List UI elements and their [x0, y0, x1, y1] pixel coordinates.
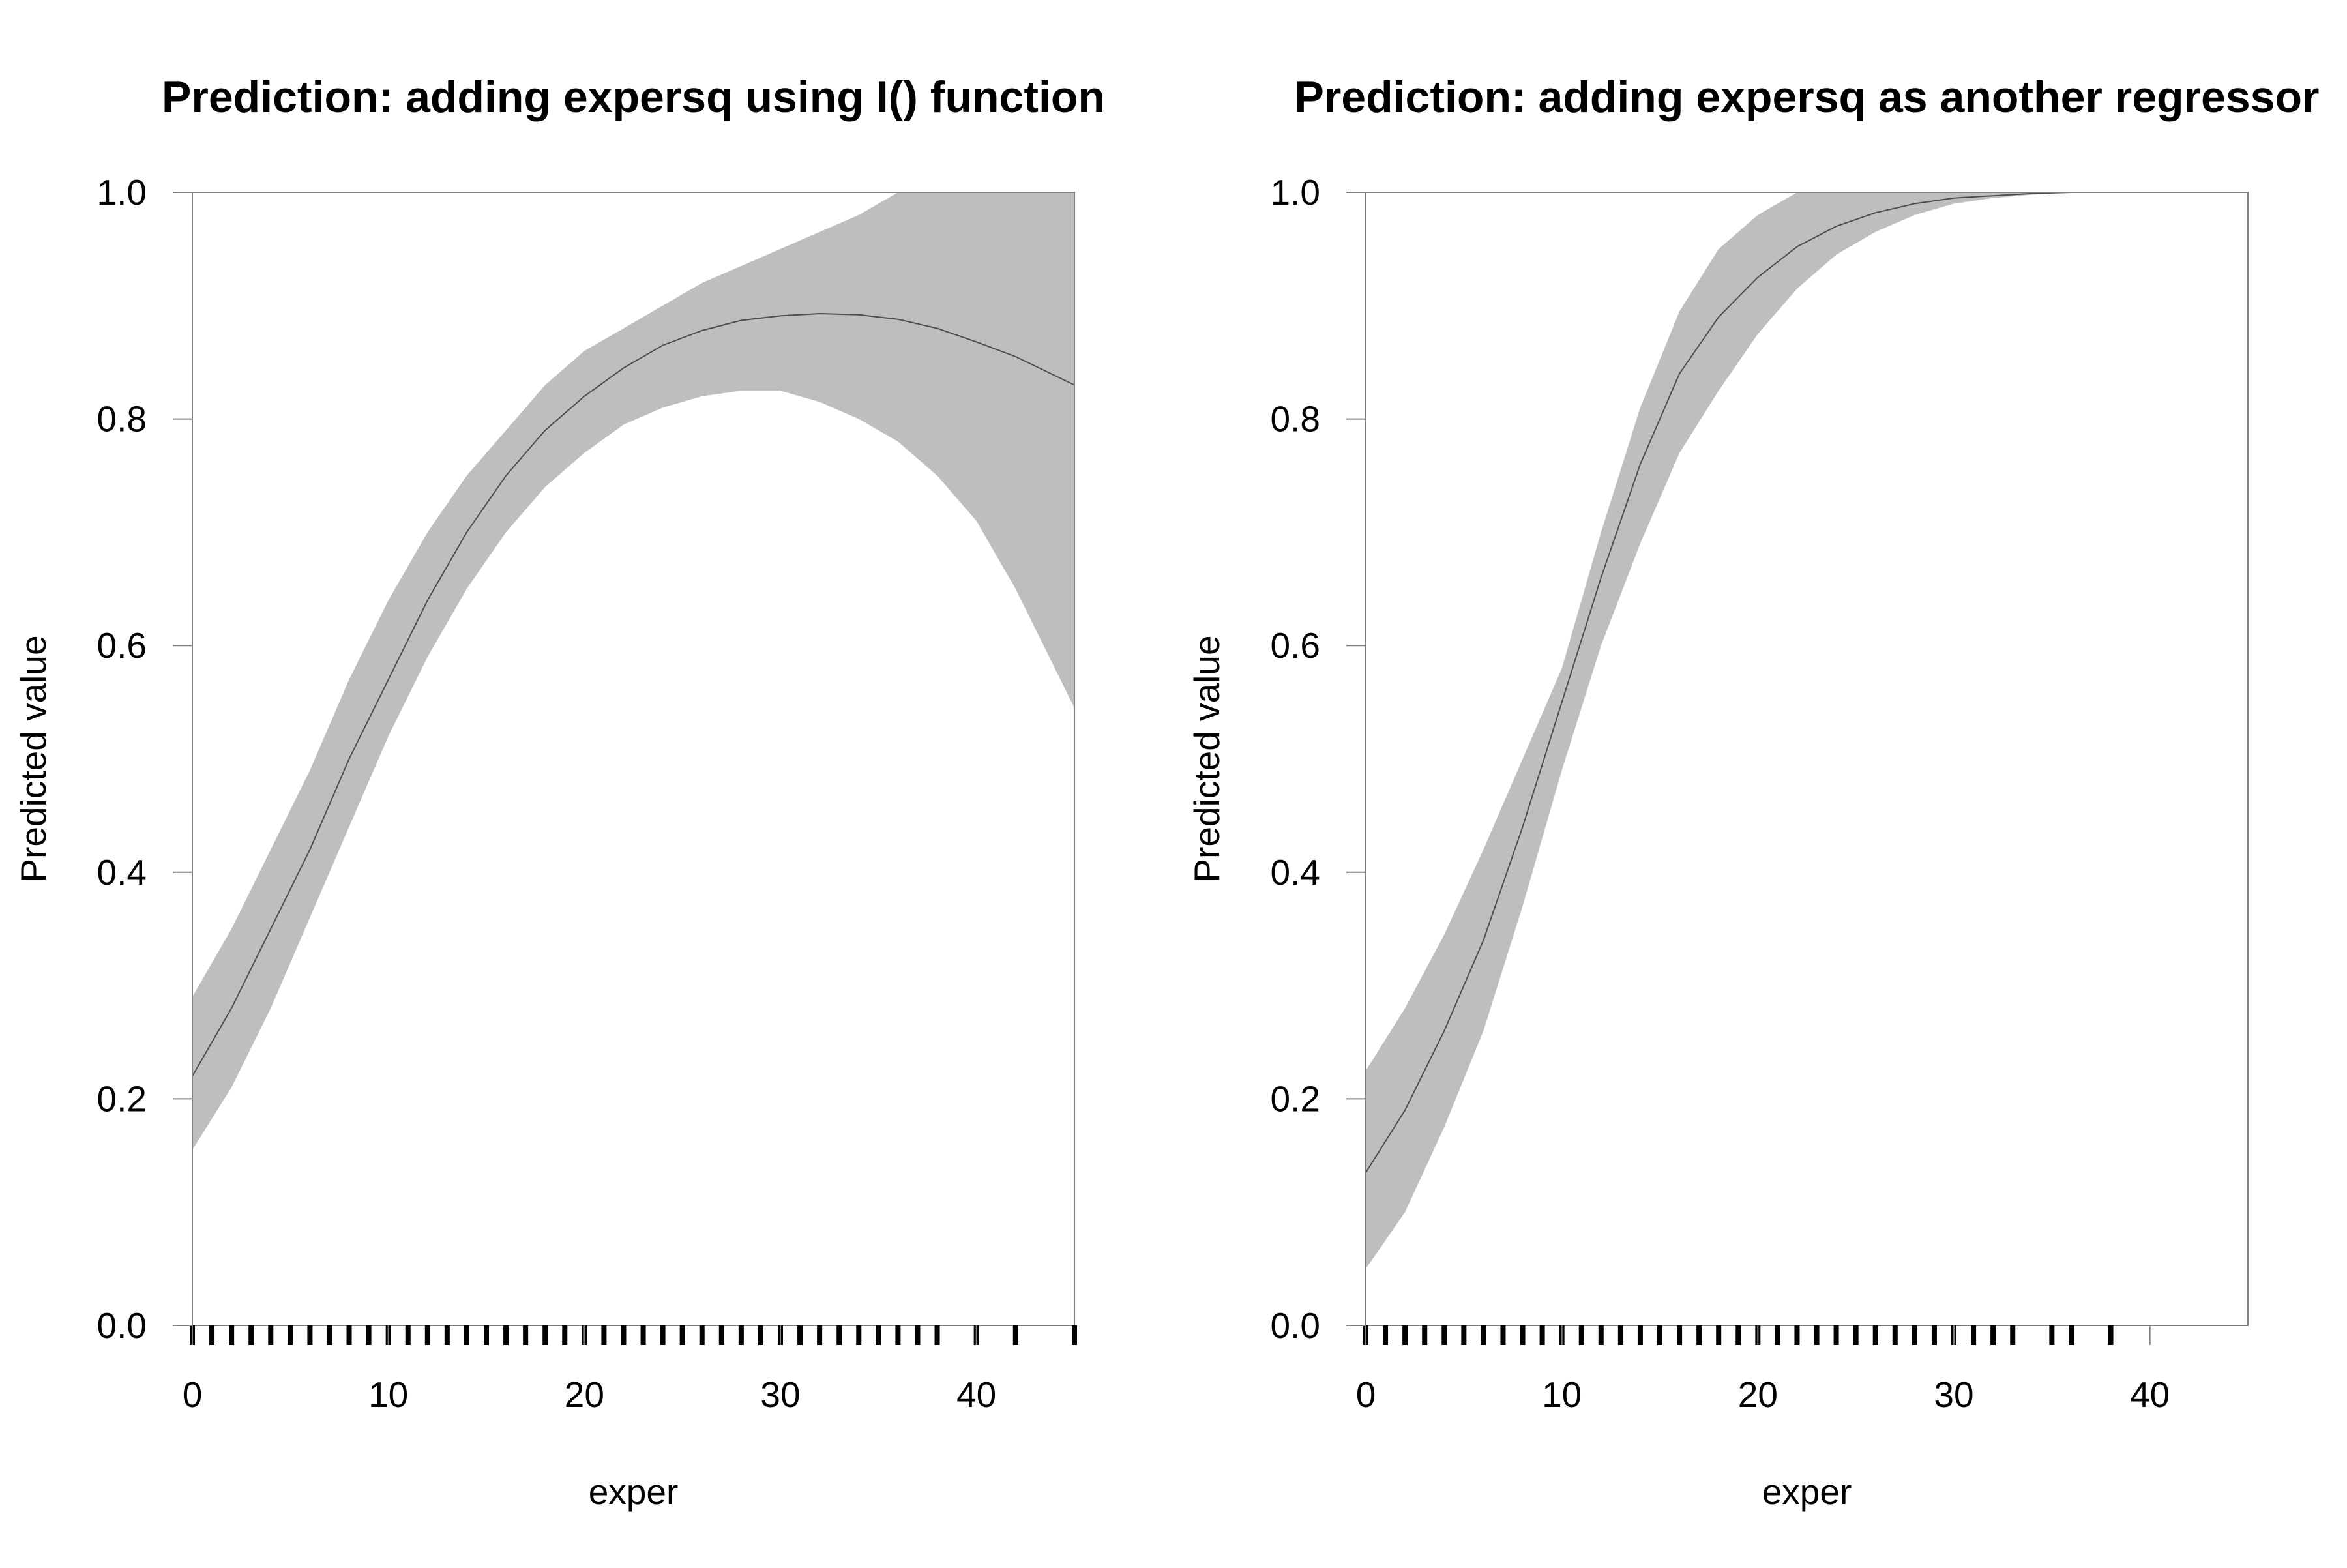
- fitted-line: [192, 312, 1075, 1077]
- y-tick-label: 0.0: [97, 1305, 147, 1346]
- y-tick-label: 0.2: [1271, 1078, 1320, 1119]
- y-tick-label: 0.8: [1271, 399, 1320, 439]
- y-tick-label: 1.0: [1271, 172, 1320, 213]
- x-tick-label: 20: [565, 1374, 604, 1415]
- confidence-band: [192, 192, 1074, 1150]
- y-tick-label: 0.0: [1271, 1305, 1320, 1346]
- x-tick-label: 30: [1934, 1374, 1973, 1415]
- chart-title: Prediction: adding expersq using I() fun…: [162, 72, 1105, 122]
- y-axis-label: Predicted value: [1187, 635, 1227, 882]
- plot-frame: [192, 192, 1075, 1326]
- confidence-band: [1366, 192, 2091, 1269]
- y-tick-label: 0.6: [97, 625, 147, 666]
- y-tick-label: 0.4: [97, 852, 147, 893]
- chart-title: Prediction: adding expersq as another re…: [1294, 72, 2319, 122]
- chart-panel-1: 0 10 20 30 40 0.0 0.2 0.4 0.6 0.8 1.0 Prediction: a…: [13, 72, 1105, 1512]
- x-tick-label: 30: [760, 1374, 800, 1415]
- x-tick-label: 40: [2130, 1374, 2170, 1415]
- plot-frame: [1365, 192, 2249, 1326]
- y-tick-label: 0.4: [1271, 852, 1320, 893]
- x-tick-label: 10: [1542, 1374, 1582, 1415]
- chart-panel-2: 0 10 20 30 40 0.0 0.2 0.4 0.6 0.8 1.0 Prediction: a…: [1187, 72, 2320, 1512]
- x-axis-label: exper: [1762, 1472, 1852, 1512]
- y-tick-label: 0.8: [97, 399, 147, 439]
- x-tick-label: 0: [183, 1374, 203, 1415]
- x-tick-label: 0: [1356, 1374, 1376, 1415]
- x-tick-label: 20: [1738, 1374, 1778, 1415]
- fitted-line: [1365, 192, 2091, 1173]
- x-tick-label: 40: [956, 1374, 996, 1415]
- x-tick-label: 10: [368, 1374, 408, 1415]
- y-axis-label: Predicted value: [13, 635, 53, 882]
- x-axis-label: exper: [589, 1472, 679, 1512]
- y-tick-label: 1.0: [97, 172, 147, 213]
- y-tick-label: 0.6: [1271, 625, 1320, 666]
- y-tick-label: 0.2: [97, 1078, 147, 1119]
